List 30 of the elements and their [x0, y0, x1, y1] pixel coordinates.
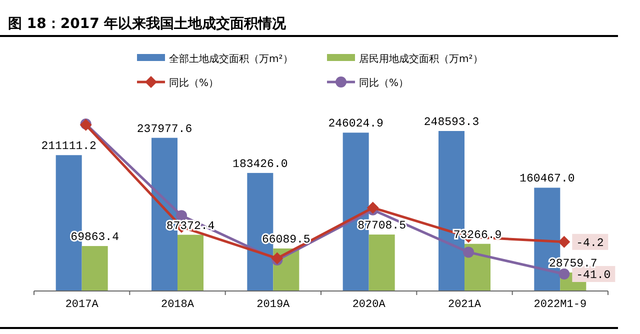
- legend-label: 全部土地成交面积（万m²）: [169, 53, 293, 65]
- bar: [178, 234, 204, 291]
- point: [366, 202, 379, 214]
- point: [558, 236, 570, 248]
- legend-label: 同比（%）: [169, 77, 219, 89]
- legend-label: 同比（%）: [359, 77, 409, 89]
- data-label: 237977.6: [136, 122, 192, 136]
- data-label: 87372.4: [166, 220, 215, 233]
- point: [271, 252, 284, 264]
- data-label: 73266.9: [453, 228, 502, 242]
- bar: [368, 234, 395, 291]
- data-label: -41.0: [576, 269, 611, 282]
- chart-title: 图 18：2017 年以来我国土地成交面积情况: [8, 15, 288, 32]
- point: [463, 246, 474, 258]
- legend-label: 居民用地成交面积（万m²）: [359, 53, 483, 65]
- data-label: 183426.0: [232, 158, 288, 171]
- x-tick-label: 2022M1-9: [534, 299, 587, 311]
- point: [176, 210, 187, 222]
- data-label: 160467.0: [520, 172, 575, 186]
- x-tick-label: 2020A: [352, 299, 386, 311]
- data-label: 246024.9: [328, 118, 384, 131]
- x-tick-label: 2021A: [448, 299, 482, 311]
- x-tick-label: 2019A: [256, 299, 290, 311]
- data-label: 211111.2: [41, 140, 97, 154]
- data-label: -4.2: [576, 236, 604, 250]
- x-tick-label: 2017A: [65, 299, 99, 311]
- bar: [82, 246, 108, 291]
- point: [558, 268, 570, 280]
- data-label: 248593.3: [424, 116, 480, 129]
- x-tick-label: 2018A: [160, 299, 194, 311]
